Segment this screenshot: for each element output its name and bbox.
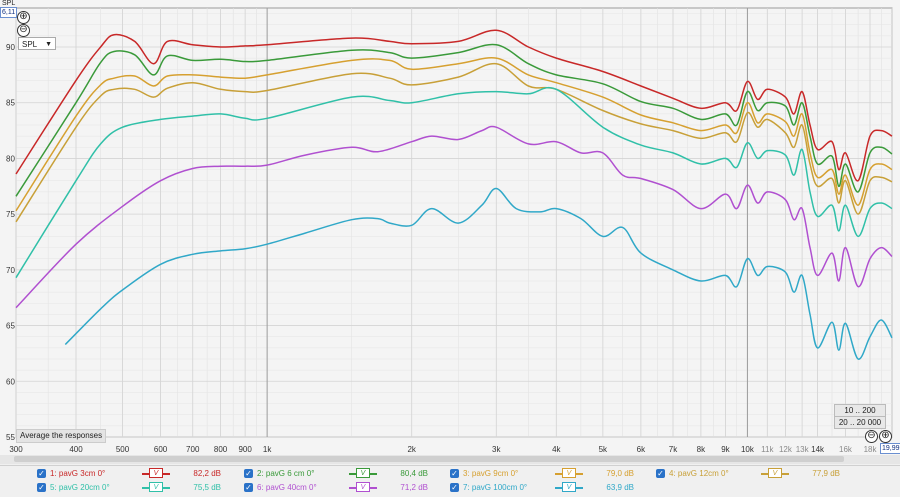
zoom-out-icon[interactable]: ⊖ (17, 24, 30, 37)
series-line-4 (15, 62, 893, 223)
x-tick-label: 8k (697, 445, 706, 454)
y-tick-label: 85 (6, 99, 15, 108)
x-tick-label: 4k (552, 445, 561, 454)
legend-value: 79,0 dB (606, 469, 634, 478)
measurement-select-value: SPL (22, 40, 38, 49)
x-tick-label: 7k (669, 445, 678, 454)
legend-value: 80,4 dB (400, 469, 428, 478)
chevron-down-icon: ▼ (45, 41, 52, 48)
legend-checkbox[interactable]: ✓ (450, 483, 459, 492)
x-tick-label: 13k (796, 445, 810, 454)
y-tick-label: 90 (6, 43, 15, 52)
x-tick-label: 600 (154, 445, 168, 454)
x-tick-label: 14k (811, 445, 825, 454)
x-tick-label: 900 (238, 445, 252, 454)
legend-item[interactable]: ✓ 5: pavG 20cm 0° V 75,5 dB (37, 481, 237, 495)
x-tick-label: 800 (214, 445, 228, 454)
legend-checkbox[interactable]: ✓ (244, 469, 253, 478)
x-tick-label: 1k (263, 445, 272, 454)
zoom-out-bottom-icon[interactable]: ⊖ (865, 430, 878, 443)
legend-item[interactable]: ✓ 3: pavG 9cm 0° V 79,0 dB (450, 467, 650, 481)
legend-series-name: 3: pavG 9cm 0° (463, 469, 519, 478)
frequency-response-chart[interactable]: 90 85 80 75 70 65 60 55 300 400 500 600 700 800 900 1k 2… (0, 0, 900, 455)
y-tick-label: 60 (6, 377, 15, 386)
legend-series-name: 7: pavG 100cm 0° (463, 483, 528, 492)
series-line-2 (15, 43, 893, 197)
series-line-1 (15, 29, 893, 182)
y-tick-label: 75 (6, 210, 15, 219)
legend-series-name: 1: pavG 3cm 0° (50, 469, 106, 478)
legend-item[interactable]: ✓ 7: pavG 100cm 0° V 63,9 dB (450, 481, 650, 495)
legend-checkbox[interactable]: ✓ (37, 483, 46, 492)
legend-value: 77,9 dB (812, 469, 840, 478)
y-tick-label: 65 (6, 322, 15, 331)
legend-panel: ✓ 1: pavG 3cm 0° V 82,2 dB ✓ 2: pavG 6 cm 0° V… (0, 465, 900, 497)
legend-scale-icon[interactable]: V (768, 468, 782, 478)
legend-scale-icon[interactable]: V (562, 468, 576, 478)
legend-scale-icon[interactable]: V (149, 482, 163, 492)
graph-panel: 90 85 80 75 70 65 60 55 300 400 500 600 700 800 900 1k 2… (0, 0, 900, 455)
scrollbar-thumb[interactable] (14, 456, 844, 462)
legend-checkbox[interactable]: ✓ (37, 469, 46, 478)
y-readout: 6,11 (0, 7, 18, 18)
x-tick-label: 700 (186, 445, 200, 454)
legend-scale-icon[interactable]: V (149, 468, 163, 478)
legend-series-name: 2: pavG 6 cm 0° (257, 469, 315, 478)
legend-checkbox[interactable]: ✓ (656, 469, 665, 478)
x-readout: 19,99k (880, 443, 900, 454)
x-tick-label: 6k (637, 445, 646, 454)
y-unit-label: SPL (2, 0, 16, 7)
x-tick-label: 3k (492, 445, 501, 454)
series-line-3 (15, 57, 893, 212)
series-line-7 (64, 187, 893, 360)
x-tick-label: 10k (741, 445, 755, 454)
legend-checkbox[interactable]: ✓ (244, 483, 253, 492)
legend-scale-icon[interactable]: V (356, 482, 370, 492)
x-tick-label: 2k (407, 445, 416, 454)
legend-item[interactable]: ✓ 1: pavG 3cm 0° V 82,2 dB (37, 467, 237, 481)
legend-value: 75,5 dB (193, 483, 221, 492)
range-button-20-20000[interactable]: 20 .. 20 000 (834, 416, 886, 429)
x-tick-label: 400 (69, 445, 83, 454)
y-tick-label: 80 (6, 154, 15, 163)
legend-value: 71,2 dB (400, 483, 428, 492)
legend-value: 63,9 dB (606, 483, 634, 492)
series-line-5 (15, 86, 893, 279)
x-tick-label: 18k (864, 445, 878, 454)
x-tick-label: 11k (761, 445, 774, 454)
x-tick-label: 12k (779, 445, 793, 454)
legend-series-name: 5: pavG 20cm 0° (50, 483, 110, 492)
measurement-select[interactable]: SPL ▼ (18, 37, 56, 50)
x-tick-label: 9k (721, 445, 730, 454)
zoom-in-icon[interactable]: ⊕ (17, 11, 30, 24)
series-line-6 (15, 125, 893, 309)
legend-scale-icon[interactable]: V (356, 468, 370, 478)
legend-value: 82,2 dB (193, 469, 221, 478)
x-tick-label: 300 (9, 445, 23, 454)
x-tick-label: 500 (116, 445, 130, 454)
y-tick-label: 55 (6, 433, 15, 442)
legend-item[interactable]: ✓ 2: pavG 6 cm 0° V 80,4 dB (244, 467, 444, 481)
legend-item[interactable]: ✓ 4: pavG 12cm 0° V 77,9 dB (656, 467, 856, 481)
x-tick-label: 5k (599, 445, 608, 454)
average-responses-button[interactable]: Average the responses (16, 429, 107, 443)
legend-series-name: 6: pavG 40cm 0° (257, 483, 317, 492)
x-tick-label: 16k (839, 445, 853, 454)
legend-checkbox[interactable]: ✓ (450, 469, 459, 478)
y-tick-label: 70 (6, 266, 15, 275)
legend-series-name: 4: pavG 12cm 0° (669, 469, 729, 478)
legend-scale-icon[interactable]: V (562, 482, 576, 492)
legend-item[interactable]: ✓ 6: pavG 40cm 0° V 71,2 dB (244, 481, 444, 495)
zoom-in-bottom-icon[interactable]: ⊕ (879, 430, 892, 443)
